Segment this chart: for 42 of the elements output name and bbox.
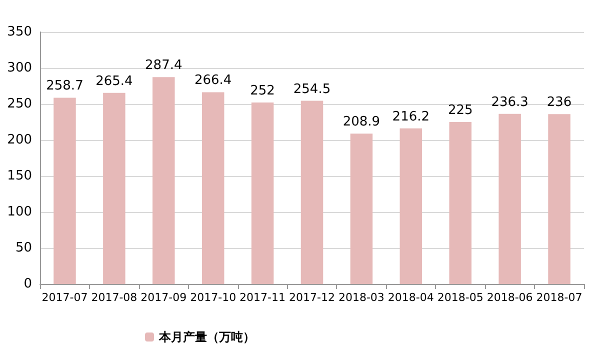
data-label: 225 <box>448 103 473 118</box>
data-label: 254.5 <box>293 82 331 97</box>
y-tick-label: 250 <box>7 96 32 112</box>
x-tick-label: 2017-09 <box>140 291 187 304</box>
y-tick-label: 0 <box>24 276 32 292</box>
x-tick-label: 2017-11 <box>240 291 286 304</box>
x-tick-label: 2018-05 <box>437 291 484 304</box>
data-label: 236.3 <box>491 94 528 110</box>
x-tick-label: 2018-03 <box>338 291 384 304</box>
y-tick-label: 50 <box>15 240 32 256</box>
data-label: 258.7 <box>46 78 84 94</box>
legend-label: 本月产量（万吨） <box>158 330 255 344</box>
x-tick-label: 2017-10 <box>190 291 236 304</box>
bar <box>152 77 175 284</box>
x-tick-label: 2018-06 <box>486 291 533 304</box>
data-label: 208.9 <box>342 114 380 130</box>
y-tick-label: 150 <box>7 168 32 184</box>
data-label: 236 <box>546 95 572 110</box>
bar <box>548 114 570 284</box>
bar <box>202 92 224 284</box>
bar <box>449 122 472 284</box>
y-tick-label: 200 <box>7 132 32 148</box>
bar <box>300 100 324 284</box>
data-label: 266.4 <box>194 73 232 88</box>
bar <box>350 134 373 284</box>
bar <box>251 102 274 284</box>
data-label: 216.2 <box>392 109 430 124</box>
data-label: 252 <box>250 84 275 99</box>
y-tick-label: 300 <box>7 60 32 76</box>
data-label: 287.4 <box>145 58 182 74</box>
x-tick-label: 2017-08 <box>91 291 138 304</box>
x-tick-label: 2017-12 <box>289 291 335 304</box>
bar <box>498 114 521 284</box>
x-tick-label: 2017-07 <box>42 291 88 304</box>
bar <box>103 92 126 284</box>
y-tick-label: 100 <box>7 204 32 220</box>
x-tick-label: 2018-04 <box>388 291 434 304</box>
bar <box>400 128 422 284</box>
y-tick-label: 350 <box>7 24 32 40</box>
bar <box>54 98 76 284</box>
data-label: 265.4 <box>96 74 133 89</box>
x-tick-label: 2018-07 <box>536 291 582 304</box>
